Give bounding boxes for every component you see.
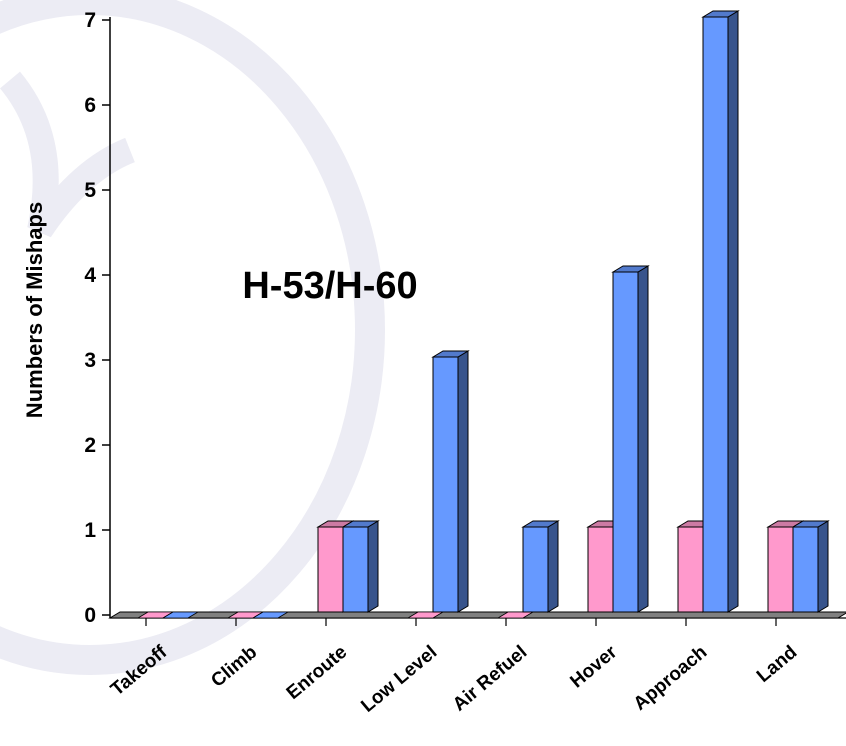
chart-floor: [108, 611, 846, 619]
bar-blue: [611, 265, 650, 613]
bar-blue: [431, 350, 470, 613]
x-category-label: Land: [753, 642, 801, 687]
floor-slab: [108, 611, 846, 619]
y-tick-label: 4: [84, 264, 96, 287]
bar-blue: [701, 10, 740, 613]
x-category-label: Approach: [630, 642, 711, 715]
bar-blue: [341, 520, 380, 613]
y-tick-label: 5: [84, 179, 96, 202]
y-tick-label: 0: [84, 604, 96, 627]
bars: [136, 10, 830, 619]
x-category-label: Low Level: [357, 642, 441, 717]
x-category-labels: Takeoff Climb Enroute Low Level Air Refuel Ho…: [107, 641, 801, 717]
y-tick-label: 3: [84, 349, 96, 372]
y-tick-label: 1: [84, 519, 96, 542]
bar-blue: [521, 520, 560, 613]
y-tick-label: 7: [84, 9, 96, 32]
x-category-label: Climb: [207, 642, 261, 692]
y-axis-title: Numbers of Mishaps: [22, 202, 47, 418]
bar-blue: [161, 611, 200, 619]
y-tick-label: 6: [84, 94, 96, 117]
watermark-logo: [0, 0, 385, 675]
x-category-label: Enroute: [283, 642, 351, 704]
y-tick-label: 2: [84, 434, 96, 457]
chart-title: H-53/H-60: [242, 265, 417, 307]
bar-blue: [251, 611, 290, 619]
y-tick-labels: 0 1 2 3 4 5 6 7: [84, 9, 96, 627]
x-category-label: Air Refuel: [449, 642, 531, 716]
bar-blue: [791, 520, 830, 613]
x-category-label: Hover: [566, 641, 621, 692]
